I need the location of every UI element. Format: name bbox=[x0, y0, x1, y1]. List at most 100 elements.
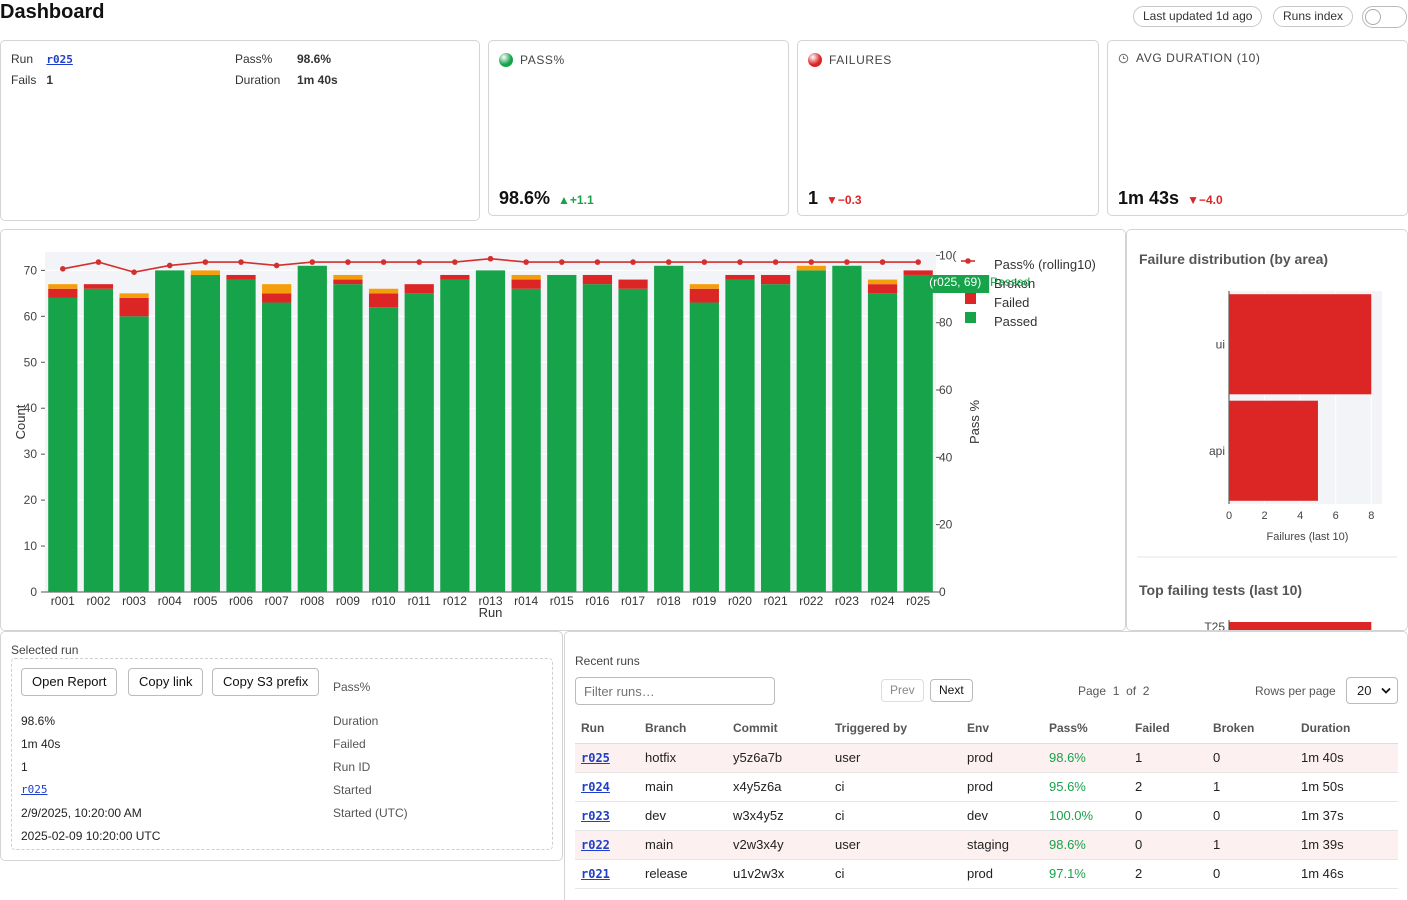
bar-passed bbox=[654, 265, 684, 592]
run-link[interactable]: r023 bbox=[581, 809, 610, 823]
x-tick-label: 4 bbox=[1297, 510, 1303, 522]
x-tick-label: r015 bbox=[550, 594, 574, 608]
table-row[interactable]: r021 release u1v2w3x ci prod 97.1% 2 0 1m 46s bbox=[575, 859, 1398, 889]
x-tick-label: r001 bbox=[51, 594, 75, 608]
bar-passed bbox=[440, 279, 470, 592]
column-header[interactable]: Run bbox=[575, 713, 639, 744]
table-cell: y5z6a7b bbox=[727, 743, 829, 773]
column-header[interactable]: Failed bbox=[1129, 713, 1207, 744]
y-tick-label: ui bbox=[1216, 337, 1225, 351]
duration-value: 1m 40s bbox=[297, 73, 338, 87]
x-tick-label: r021 bbox=[764, 594, 788, 608]
bar-failed bbox=[903, 270, 933, 275]
legend-failed-swatch bbox=[965, 293, 976, 304]
summary-pass-value: 98.6% bbox=[297, 52, 331, 66]
bar-failed bbox=[511, 279, 541, 289]
bar-passed bbox=[190, 274, 220, 592]
fails-value: 1 bbox=[46, 73, 54, 87]
copy-link-button[interactable]: Copy link bbox=[128, 668, 204, 696]
green-dot-icon bbox=[499, 53, 513, 67]
column-header[interactable]: Branch bbox=[639, 713, 727, 744]
table-row[interactable]: r022 main v2w3x4y user staging 98.6% 0 1 1m 39s bbox=[575, 830, 1398, 860]
table-cell: 0 bbox=[1129, 830, 1207, 860]
bar-failed bbox=[867, 284, 898, 294]
next-page-button[interactable]: Next bbox=[930, 679, 973, 702]
bar-passed bbox=[903, 274, 933, 592]
run-link[interactable]: r025 bbox=[46, 53, 73, 66]
x-tick-label: r003 bbox=[122, 594, 146, 608]
table-cell: 1m 37s bbox=[1295, 801, 1398, 831]
bar-passed bbox=[582, 284, 613, 592]
pass-rate-point bbox=[523, 259, 529, 265]
run-link[interactable]: r022 bbox=[581, 838, 610, 852]
table-row[interactable]: r023 dev w3x4y5z ci dev 100.0% 0 0 1m 37s bbox=[575, 801, 1398, 831]
kpi-value: 98.6% bbox=[499, 188, 551, 208]
column-header[interactable]: Triggered by bbox=[829, 713, 961, 744]
pass-rate-point bbox=[630, 259, 636, 265]
filter-runs-input[interactable] bbox=[575, 677, 775, 705]
run-link[interactable]: r024 bbox=[581, 780, 610, 794]
selected-label: Started (UTC) bbox=[333, 806, 408, 820]
table-cell: 95.6% bbox=[1043, 772, 1129, 802]
table-row[interactable]: r025 hotfix y5z6a7b user prod 98.6% 1 0 1m 40s bbox=[575, 743, 1398, 773]
table-cell: 98.6% bbox=[1043, 830, 1129, 860]
bar-broken bbox=[368, 288, 399, 294]
selected-run-title: Selected run bbox=[11, 643, 79, 657]
hover-tooltip: (r025, 69) Passed bbox=[921, 274, 1030, 293]
table-cell: main bbox=[639, 830, 727, 860]
pass-rate-point bbox=[487, 255, 494, 262]
table-row[interactable]: r024 main x4y5z6a ci prod 95.6% 2 1 1m 50s bbox=[575, 772, 1398, 802]
bar-broken bbox=[262, 284, 292, 294]
summary-duration: Duration bbox=[235, 73, 280, 87]
selected-label: Pass% bbox=[333, 680, 371, 694]
bar-broken bbox=[333, 274, 363, 280]
y-tick-label: 50 bbox=[24, 355, 38, 369]
column-header[interactable]: Duration bbox=[1295, 713, 1398, 744]
table-cell: release bbox=[639, 859, 727, 889]
chevron-down-icon bbox=[1381, 687, 1391, 694]
pass-label: Pass% bbox=[235, 52, 273, 66]
column-header[interactable]: Broken bbox=[1207, 713, 1295, 744]
x-tick-label: r022 bbox=[799, 594, 823, 608]
column-header[interactable]: Commit bbox=[727, 713, 829, 744]
failure-distribution-card: Failure distribution (by area) 0 2 4 6 8 ui api… bbox=[1126, 229, 1408, 631]
summary-duration-value: 1m 40s bbox=[297, 73, 338, 87]
x-tick-label: r004 bbox=[158, 594, 182, 608]
run-link[interactable]: r021 bbox=[581, 867, 610, 881]
run-link[interactable]: r025 bbox=[581, 751, 610, 765]
table-cell: staging bbox=[961, 830, 1043, 860]
table-cell: main bbox=[639, 772, 727, 802]
theme-toggle[interactable] bbox=[1362, 6, 1407, 28]
pass-rate-point bbox=[879, 259, 886, 265]
table-cell: 1 bbox=[1207, 830, 1295, 860]
tooltip-series: Passed bbox=[990, 275, 1030, 289]
x-tick-label: r023 bbox=[835, 594, 859, 608]
table-cell: r023 bbox=[575, 801, 639, 831]
table-cell: r024 bbox=[575, 772, 639, 802]
pass-rate-point bbox=[345, 259, 351, 265]
column-header[interactable]: Pass% bbox=[1043, 713, 1129, 744]
kpi-delta: ▼−4.0 bbox=[1187, 193, 1223, 207]
failure-distribution-chart[interactable]: Failure distribution (by area) 0 2 4 6 8 ui api… bbox=[1127, 230, 1408, 631]
legend-line-marker bbox=[965, 258, 971, 264]
pass-rate-point bbox=[665, 259, 672, 265]
selected-run-id-link[interactable]: r025 bbox=[21, 783, 48, 796]
pass-value: 98.6% bbox=[297, 52, 332, 66]
runs-index-link[interactable]: Runs index bbox=[1273, 6, 1354, 27]
x-tick-label: r002 bbox=[86, 594, 110, 608]
prev-page-button[interactable]: Prev bbox=[881, 679, 924, 702]
pass-rate-point bbox=[131, 269, 137, 275]
kpi-failures-header: FAILURES bbox=[808, 53, 892, 67]
kpi-value: 1 bbox=[808, 188, 819, 208]
copy-s3-prefix-button[interactable]: Copy S3 prefix bbox=[212, 668, 320, 696]
column-header[interactable]: Env bbox=[961, 713, 1043, 744]
bar bbox=[1229, 622, 1372, 630]
rows-per-page-select[interactable]: 20 bbox=[1346, 677, 1398, 704]
bar-passed bbox=[475, 270, 506, 592]
table-cell: prod bbox=[961, 743, 1043, 773]
x-tick-label: 8 bbox=[1368, 510, 1374, 522]
x-axis-title: Failures (last 10) bbox=[1267, 531, 1349, 543]
open-report-button[interactable]: Open Report bbox=[21, 668, 118, 696]
kpi-card-duration: AVG DURATION (10) 1m 43s ▼−4.0 bbox=[1107, 40, 1408, 216]
runs-chart[interactable]: 0 10 20 30 40 50 60 70 0 20 40 60 80 10(r001 r002 r003 r… bbox=[1, 230, 1125, 630]
